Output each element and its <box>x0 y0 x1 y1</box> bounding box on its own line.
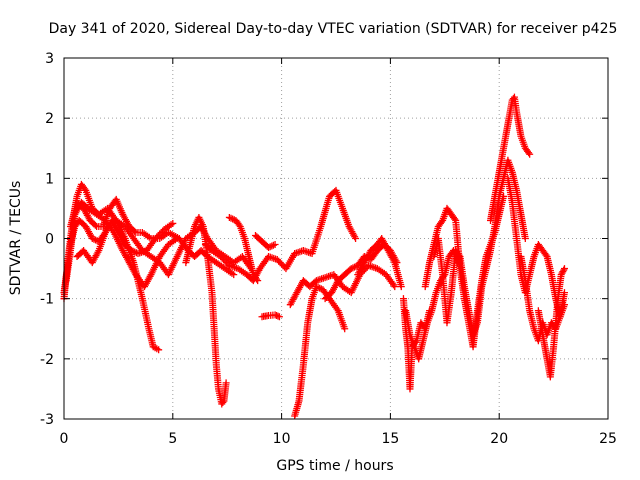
x-tick-label: 25 <box>599 431 617 447</box>
grid <box>64 58 608 419</box>
y-tick-label: -2 <box>40 352 54 368</box>
series-track-r <box>486 93 534 224</box>
data-point <box>391 283 399 291</box>
series-track-i <box>251 231 279 252</box>
data-point <box>268 242 276 250</box>
data-point <box>266 243 274 251</box>
data-point <box>526 150 534 158</box>
y-tick-label: -3 <box>40 412 54 428</box>
x-tick-label: 20 <box>490 431 508 447</box>
data-point <box>312 283 320 291</box>
axis-ticks <box>63 57 609 420</box>
y-tick-label: 0 <box>45 232 54 248</box>
series-track-m <box>354 235 405 291</box>
data-point <box>131 248 139 256</box>
data-marks <box>60 93 568 420</box>
series-track-j <box>291 283 349 420</box>
data-point <box>557 271 565 279</box>
data-point <box>229 215 237 223</box>
y-tick-label: -1 <box>40 292 54 308</box>
data-point <box>225 213 233 221</box>
data-point <box>81 185 89 193</box>
series-track-n <box>399 295 434 393</box>
chart-title: Day 341 of 2020, Sidereal Day-to-day VTE… <box>49 21 618 37</box>
data-point <box>91 221 99 229</box>
data-point <box>347 265 355 273</box>
series-track-g <box>225 213 262 285</box>
data-point <box>275 313 283 321</box>
data-point <box>271 241 279 249</box>
y-tick-label: 1 <box>45 171 54 187</box>
data-point <box>316 284 324 292</box>
data-point <box>155 346 163 354</box>
data-point <box>559 268 567 276</box>
data-point <box>558 269 566 277</box>
data-point <box>560 265 568 273</box>
data-point <box>169 219 177 227</box>
data-point <box>560 301 568 309</box>
data-point <box>352 235 360 242</box>
data-point <box>341 325 349 333</box>
series-track-k <box>286 262 399 309</box>
data-point <box>254 277 262 285</box>
data-point <box>350 263 358 271</box>
y-tick-label: 3 <box>45 51 54 67</box>
data-point <box>230 271 238 279</box>
data-point <box>219 398 227 406</box>
tick-labels: 0 5 10 15 20 25 -3 -2 -1 0 1 2 3 <box>40 51 617 447</box>
data-point <box>129 247 137 255</box>
data-point <box>525 149 533 157</box>
x-tick-label: 5 <box>168 431 177 447</box>
data-point <box>455 251 463 259</box>
data-point <box>127 247 135 255</box>
x-tick-label: 10 <box>273 431 291 447</box>
y-tick-label: 2 <box>45 111 54 127</box>
data-point <box>521 235 529 242</box>
data-point <box>131 227 139 235</box>
data-point <box>235 221 243 229</box>
x-tick-label: 15 <box>381 431 399 447</box>
data-point <box>90 235 98 243</box>
data-point <box>349 264 357 272</box>
data-point <box>542 251 550 259</box>
series-track-q <box>430 156 529 339</box>
x-axis-label: GPS time / hours <box>276 458 393 474</box>
data-point <box>265 244 273 252</box>
data-point <box>314 283 322 291</box>
data-point <box>451 215 459 223</box>
series-track-v <box>60 216 177 297</box>
data-point <box>222 379 230 387</box>
data-point <box>269 241 277 249</box>
data-point <box>560 266 568 274</box>
series-track-u <box>534 265 568 381</box>
data-point <box>227 214 235 222</box>
x-tick-label: 0 <box>60 431 69 447</box>
data-point <box>88 235 96 242</box>
data-point <box>438 218 446 226</box>
data-point <box>253 275 261 283</box>
series-track-e <box>182 213 230 408</box>
y-axis-label: SDTVAR / TECUs <box>8 181 24 296</box>
series-track-h <box>258 311 283 321</box>
data-point <box>397 283 405 291</box>
